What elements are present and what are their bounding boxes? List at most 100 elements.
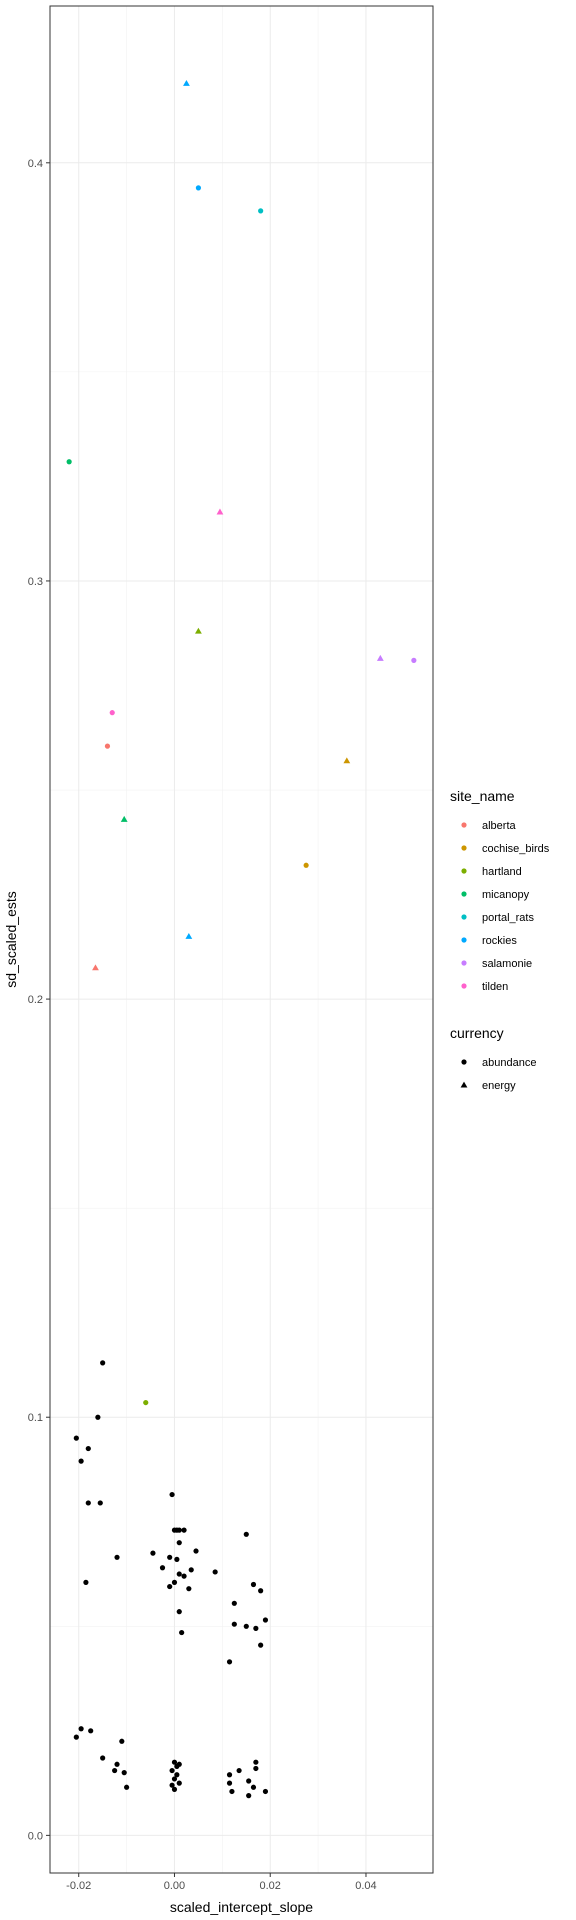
data-point-other [83,1579,89,1585]
y-tick-label: 0.4 [28,158,43,170]
data-point-other [181,1527,187,1533]
data-point-tilden [109,710,115,716]
legend-label-portal_rats: portal_rats [482,912,534,924]
data-point-other [169,1782,175,1788]
data-point-other [97,1500,103,1506]
legend-label-cochise_birds: cochise_birds [482,843,550,855]
x-tick-label: 0.04 [355,1880,376,1892]
legend-label-abundance: abundance [482,1057,536,1069]
data-point-alberta [92,964,99,971]
data-point-other [95,1414,101,1420]
data-point-other [176,1761,182,1767]
data-point-other [171,1759,178,1765]
data-point-other [186,1586,192,1592]
data-point-other [258,1588,264,1594]
data-point-other [243,1531,249,1537]
data-point-other [171,1579,178,1585]
legend-label-energy: energy [482,1080,516,1092]
data-point-tilden [216,508,224,515]
data-point-other [124,1784,130,1790]
data-point-cochise_birds [343,757,351,764]
legend-key-portal_rats [461,914,467,920]
data-point-other [150,1550,156,1556]
data-point-other [246,1793,252,1799]
legend-key-abundance [461,1059,467,1065]
data-point-other [229,1788,235,1795]
data-point-other [114,1761,120,1767]
legend-key-hartland [461,868,467,874]
x-axis: -0.02 0.00 0.02 0.04 [66,1873,377,1892]
data-point-rockies [185,932,193,939]
data-point-micanopy [120,815,128,822]
data-point-other [226,1659,233,1665]
data-point-other [226,1780,233,1786]
x-tick-label: 0.02 [260,1880,281,1892]
data-point-portal_rats [258,208,264,214]
data-point-other [100,1360,106,1366]
legend-key-rockies [461,937,467,943]
y-tick-label: 0.3 [28,576,43,588]
data-point-other [176,1609,182,1615]
legend-currency: currency abundance energy [450,1025,536,1092]
legend-label-alberta: alberta [482,820,517,832]
data-point-other [243,1623,249,1629]
data-point-other [193,1548,199,1554]
legend-key-tilden [461,983,467,989]
x-tick-label: -0.02 [66,1880,91,1892]
data-point-other [250,1581,257,1588]
legend-key-salamonie [461,960,467,966]
data-point-other [212,1569,218,1575]
data-point-salamonie [411,657,417,663]
y-tick-label: 0.0 [28,1830,43,1842]
data-point-other [231,1621,237,1627]
legend-label-hartland: hartland [482,866,522,878]
data-point-other [262,1617,269,1623]
data-point-salamonie [376,654,384,661]
data-point-hartland [143,1399,149,1406]
data-point-other [231,1600,237,1606]
data-point-other [78,1726,84,1732]
data-point-other [258,1642,264,1648]
data-point-micanopy [66,459,72,465]
data-point-other [85,1500,91,1506]
plot-panel-border [49,5,434,1874]
data-point-other [179,1629,185,1636]
data-point-other [174,1556,180,1562]
y-axis-title: sd_scaled_ests [3,891,19,988]
data-point-other [167,1583,173,1590]
y-tick-label: 0.1 [28,1412,43,1424]
y-tick-label: 0.2 [28,994,43,1006]
data-point-cochise_birds [303,862,309,868]
data-point-other [100,1755,106,1761]
data-point-other [181,1573,187,1579]
data-point-other [114,1554,120,1560]
data-point-other [236,1767,242,1774]
x-axis-title: scaled_intercept_slope [170,1899,313,1915]
data-point-other [262,1788,269,1795]
data-point-other [246,1778,252,1784]
data-point-other [174,1772,180,1778]
data-point-alberta [104,743,111,749]
legend-key-alberta [461,822,467,828]
legend-label-salamonie: salamonie [482,958,532,970]
data-point-other [176,1780,182,1786]
data-point-other [73,1435,79,1441]
legend-title-currency: currency [450,1025,504,1041]
data-point-hartland [195,627,202,634]
data-point-other [171,1786,178,1792]
minor-gridlines [50,6,433,1873]
data-point-other [253,1759,259,1765]
data-point-other [253,1765,259,1772]
data-point-other [88,1728,94,1734]
legend-key-micanopy [461,891,467,897]
data-point-other [78,1458,84,1464]
data-point-other [176,1571,182,1577]
data-point-other [121,1770,127,1776]
data-point-other [167,1554,173,1560]
data-point-other [112,1767,118,1774]
data-point-other [85,1445,91,1452]
data-point-other [73,1734,79,1740]
